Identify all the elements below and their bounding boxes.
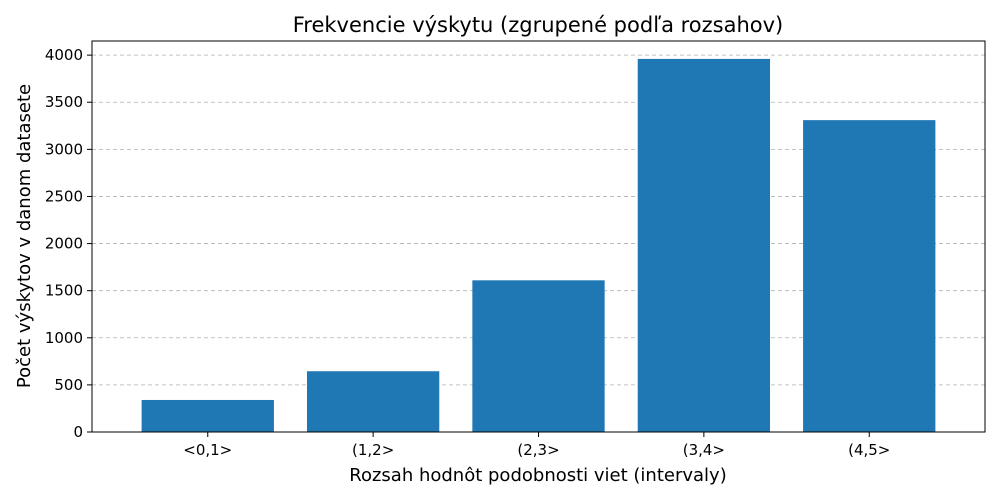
y-tick-label: 2000 xyxy=(45,235,83,253)
y-tick-label: 0 xyxy=(73,423,83,441)
bar-3 xyxy=(472,280,605,432)
x-axis-title: Rozsah hodnôt podobnosti viet (intervaly… xyxy=(349,465,726,486)
x-tick-label: (4,5> xyxy=(848,441,890,459)
y-tick-label: 1500 xyxy=(45,282,83,300)
bar-4 xyxy=(637,58,771,432)
y-tick-label: 3500 xyxy=(45,93,83,111)
bar-2 xyxy=(306,371,440,432)
bar-5 xyxy=(803,120,936,433)
y-tick-label: 3000 xyxy=(45,140,83,158)
chart-title: Frekvencie výskytu (zgrupené podľa rozsa… xyxy=(293,13,784,37)
x-axis: <0,1> (1,2> (2,3> (3,4> (4,5> xyxy=(183,432,890,459)
y-tick-label: 500 xyxy=(54,376,83,394)
y-axis: 0 500 1000 1500 2000 2500 3000 3500 4000 xyxy=(45,46,92,441)
y-axis-title: Počet výskytov v danom datasete xyxy=(14,84,35,388)
x-tick-label: (2,3> xyxy=(517,441,559,459)
y-tick-label: 2500 xyxy=(45,187,83,205)
y-tick-label: 4000 xyxy=(45,46,83,64)
y-tick-label: 1000 xyxy=(45,329,83,347)
x-tick-label: (1,2> xyxy=(352,441,394,459)
bar-1 xyxy=(141,399,274,432)
x-tick-label: <0,1> xyxy=(183,441,232,459)
x-tick-label: (3,4> xyxy=(683,441,725,459)
bars-layer xyxy=(141,58,936,433)
